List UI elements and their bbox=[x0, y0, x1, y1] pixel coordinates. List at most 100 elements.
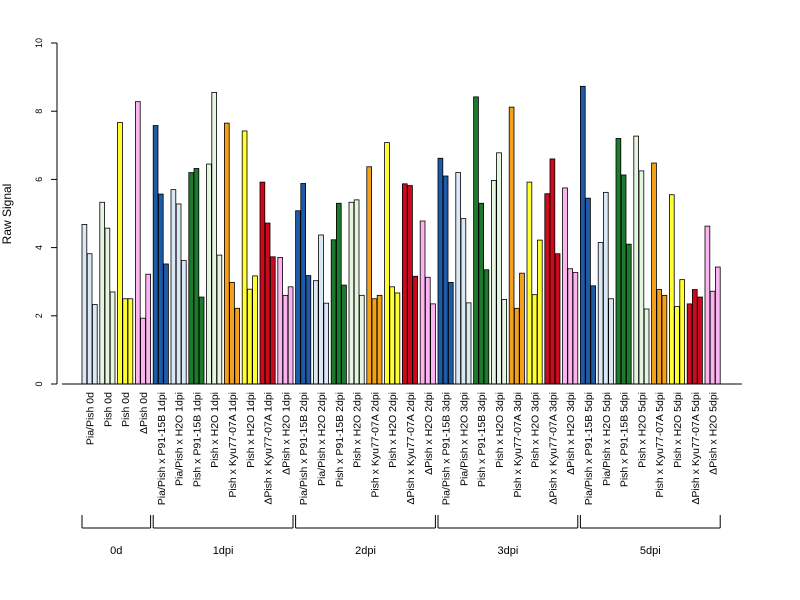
bar bbox=[674, 306, 680, 385]
bar bbox=[697, 296, 703, 385]
bar bbox=[686, 303, 693, 385]
bar bbox=[508, 106, 515, 385]
category-label: Pish x H2O 5dpi bbox=[636, 392, 648, 468]
bar bbox=[597, 242, 604, 385]
bar bbox=[188, 172, 195, 385]
category-label: ΔPish x H2O 5dpi bbox=[708, 392, 720, 475]
bar bbox=[661, 294, 668, 385]
bar bbox=[341, 284, 347, 385]
bar bbox=[163, 263, 169, 385]
bar bbox=[371, 298, 378, 385]
bar bbox=[585, 197, 591, 385]
bar bbox=[572, 272, 579, 385]
category-label: ΔPish x H2O 1dpi bbox=[280, 392, 292, 475]
bar bbox=[608, 298, 614, 385]
bar bbox=[465, 302, 472, 385]
bar bbox=[109, 291, 116, 385]
bar bbox=[127, 298, 134, 385]
category-label: Pish 0d bbox=[102, 392, 114, 427]
bar bbox=[643, 308, 650, 385]
bar bbox=[442, 175, 449, 385]
category-labels: Pia/Pish 0d Pish 0d Pish 0d ΔPish 0d Pia/Pis… bbox=[85, 392, 720, 505]
bar bbox=[282, 294, 289, 385]
bar bbox=[318, 234, 324, 385]
bar bbox=[216, 254, 223, 385]
category-label: Pish x H2O 3dpi bbox=[530, 392, 542, 468]
bar bbox=[223, 122, 230, 385]
bar bbox=[234, 307, 241, 385]
bar bbox=[651, 162, 657, 385]
bar bbox=[287, 286, 294, 385]
bar bbox=[323, 302, 329, 385]
bar bbox=[715, 266, 721, 385]
bar bbox=[419, 220, 426, 385]
category-label: Pish x P91-15B 3dpi bbox=[476, 392, 488, 487]
bar bbox=[104, 227, 111, 385]
bar bbox=[140, 317, 146, 385]
bar bbox=[99, 201, 106, 385]
bar bbox=[490, 180, 497, 385]
bar bbox=[259, 181, 266, 385]
bar bbox=[455, 172, 461, 385]
bar bbox=[430, 303, 436, 385]
bar bbox=[277, 257, 283, 385]
bar bbox=[626, 243, 632, 385]
bar bbox=[709, 290, 716, 385]
group-label: 3dpi bbox=[498, 545, 519, 557]
y-tick-label: 4 bbox=[34, 245, 44, 250]
y-tick-label: 8 bbox=[34, 109, 44, 114]
category-label: Pish x Kyu77-07A 2dpi bbox=[369, 392, 381, 498]
bar bbox=[473, 96, 479, 385]
bar-series bbox=[81, 85, 721, 385]
bar bbox=[562, 187, 568, 385]
bar bbox=[531, 294, 538, 385]
bar bbox=[152, 125, 159, 385]
bar bbox=[376, 294, 383, 385]
bar bbox=[692, 289, 698, 385]
category-label: Pish x H2O 3dpi bbox=[494, 392, 506, 468]
y-tick-label: 10 bbox=[34, 38, 44, 48]
category-label: ΔPish 0d bbox=[138, 392, 150, 434]
bar bbox=[412, 275, 418, 385]
bar bbox=[447, 281, 454, 385]
bar bbox=[656, 289, 662, 385]
bar bbox=[478, 202, 484, 385]
bar bbox=[394, 292, 401, 385]
bar bbox=[633, 135, 639, 385]
category-label: Pish x H2O 2dpi bbox=[387, 392, 399, 468]
group-brackets: 0d 1dpi 2dpi 3dpi 5dpi bbox=[81, 515, 721, 557]
bar bbox=[679, 279, 685, 385]
category-label: Pish x H2O 1dpi bbox=[209, 392, 221, 468]
category-label: Pish x H2O 2dpi bbox=[352, 392, 364, 468]
bar bbox=[170, 189, 177, 385]
category-label: Pish 0d bbox=[120, 392, 132, 427]
bar bbox=[246, 288, 253, 385]
bar bbox=[514, 307, 520, 385]
bar bbox=[305, 275, 312, 385]
bar bbox=[198, 296, 205, 385]
bar bbox=[348, 201, 355, 385]
bar bbox=[145, 273, 152, 385]
bar bbox=[437, 157, 444, 385]
bar bbox=[460, 218, 467, 385]
y-axis-title: Raw Signal bbox=[0, 184, 14, 245]
bar bbox=[264, 222, 271, 385]
bar bbox=[366, 166, 372, 385]
category-label: ΔPish x Kyu77-07A 3dpi bbox=[547, 392, 559, 505]
bar bbox=[483, 269, 490, 385]
bar bbox=[424, 276, 431, 385]
bar bbox=[81, 224, 88, 385]
bar bbox=[407, 185, 413, 385]
category-label: Pia/Pish x P91-15B 5dpi bbox=[583, 392, 595, 505]
category-label: Pish x H2O 1dpi bbox=[245, 392, 257, 468]
category-label: Pia/Pish x P91-15B 3dpi bbox=[441, 392, 453, 505]
group-label: 0d bbox=[110, 545, 122, 557]
bar bbox=[353, 199, 360, 385]
y-axis: 0 2 4 6 8 10 bbox=[34, 38, 58, 387]
bar bbox=[122, 298, 129, 385]
category-label: Pia/Pish 0d bbox=[85, 392, 97, 445]
bar bbox=[193, 168, 200, 385]
bar bbox=[229, 281, 235, 385]
category-label: Pia/Pish x H2O 2dpi bbox=[316, 392, 328, 486]
bar bbox=[269, 256, 276, 385]
